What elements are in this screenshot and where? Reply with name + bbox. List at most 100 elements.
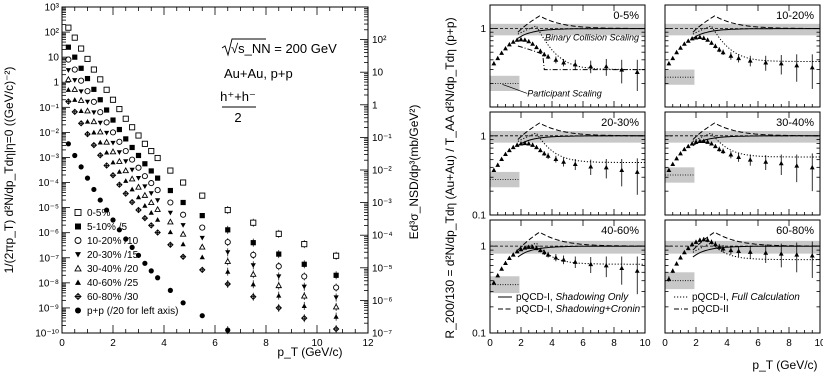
spectra-data-point xyxy=(71,66,78,73)
spectra-x-tick-label: 0 xyxy=(59,338,65,349)
ratio-data-point xyxy=(678,150,683,156)
spectra-data-point xyxy=(225,269,231,274)
participant-scaling-label: Participant Scaling xyxy=(527,88,602,98)
ratio-chart: 1 0-5% Binary Collision Scaling Participant… xyxy=(443,4,823,372)
ratio-x-tick-label: 2 xyxy=(518,338,524,349)
spectra-data-point xyxy=(129,156,136,163)
ratio-data-point xyxy=(561,159,567,164)
spectra-y-tick-label: 10⁻⁵ xyxy=(38,203,59,214)
spectra-data-point xyxy=(199,235,205,241)
ratio-data-point xyxy=(697,138,703,144)
spectra-data-point xyxy=(167,199,174,206)
ratio-data-point xyxy=(491,280,497,285)
energy-label: √s_NN = 200 GeV xyxy=(231,41,337,56)
spectra-data-point xyxy=(155,217,161,222)
spectra-data-point xyxy=(333,284,340,291)
ratio-data-point xyxy=(712,43,718,48)
spectra-y-axis-label-right: Ed³σ_NSD/dp³(mb/GeV²) xyxy=(407,105,421,240)
spectra-data-point xyxy=(128,198,136,206)
spectra-data-point xyxy=(72,78,78,83)
ratio-x-tick-label: 0 xyxy=(662,338,668,349)
spectra-chart: 0 2 4 6 8 10 12 10⁻¹⁰10⁻⁹10⁻⁸10⁻⁷10⁻⁶10⁻⁵10⁻⁴1… xyxy=(2,3,421,360)
spectra-x-tick-label: 2 xyxy=(110,338,116,349)
spectra-data-point xyxy=(65,87,71,92)
spectra-data-point xyxy=(224,280,231,288)
spectra-legend-label: 40-60% /25 xyxy=(87,278,139,289)
ratio-x-tick-label: 4 xyxy=(724,338,730,349)
spectra-data-point xyxy=(155,275,161,281)
spectra-x-tick-label: 12 xyxy=(362,338,374,349)
participant-scaling-band xyxy=(665,272,695,290)
spectra-data-point xyxy=(96,128,104,135)
model-full-calculation xyxy=(517,242,645,265)
spectra-data-point xyxy=(148,168,154,174)
model-shadowing-cronin xyxy=(692,122,820,140)
spectra-data-point xyxy=(116,138,123,145)
spectra-legend-marker xyxy=(75,307,81,314)
ratio-panel-label: 40-60% xyxy=(601,225,639,237)
participant-scaling-band xyxy=(490,75,520,91)
spectra-data-point xyxy=(135,152,142,159)
spectra-data-point xyxy=(333,314,339,319)
ratio-data-point xyxy=(619,265,625,271)
ratio-data-point xyxy=(530,142,536,147)
spectra-legend-label: 30-40% /20 xyxy=(87,264,139,275)
ratio-data-point xyxy=(763,60,769,65)
spectra-data-point xyxy=(84,55,91,62)
spectra-data-point xyxy=(167,287,173,293)
ratio-y-tick-label: 1 xyxy=(480,242,486,253)
spectra-data-point xyxy=(154,205,161,212)
spectra-data-point xyxy=(141,140,148,147)
spectra-data-point xyxy=(103,138,110,145)
spectra-data-point xyxy=(97,197,103,203)
spectra-data-point xyxy=(97,120,103,126)
ratio-y-tick-label: 0.1 xyxy=(472,329,486,340)
ratio-data-point xyxy=(541,150,547,156)
spectra-data-point xyxy=(122,190,129,197)
spectra-data-point xyxy=(104,107,110,113)
ratio-data-point xyxy=(701,138,707,144)
spectra-data-point xyxy=(199,313,205,319)
spectra-data-point xyxy=(275,263,282,270)
model-shadowing-cronin xyxy=(517,122,645,140)
hadron-numerator: h⁺+h⁻ xyxy=(220,89,256,104)
ratio-data-point xyxy=(681,146,687,152)
spectra-data-point xyxy=(116,169,122,174)
spectra-data-point xyxy=(116,181,123,188)
ratio-data-point xyxy=(619,67,625,72)
spectra-data-point xyxy=(78,89,84,95)
spectra-data-point xyxy=(129,244,135,250)
spectra-data-point xyxy=(180,199,186,206)
ratio-panel-0-5%: 1 0-5% Binary Collision Scaling Participant… xyxy=(480,4,646,108)
spectra-data-point xyxy=(225,327,231,333)
spectra-legend: 0-5% 5-10% /5 10-20% /10 20-30% /15 30-40% /… xyxy=(74,208,178,317)
ratio-data-point xyxy=(503,151,508,156)
spectra-x-tick-label: 6 xyxy=(212,338,218,349)
model-pqcd-ii xyxy=(517,45,645,71)
spectra-data-point xyxy=(225,250,231,255)
spectra-legend-label: 10-20% /10 xyxy=(87,236,139,247)
ratio-data-point xyxy=(674,261,680,266)
ratio-panel-label: 60-80% xyxy=(776,225,814,237)
model-shadowing-cronin xyxy=(692,15,820,33)
spectra-data-point xyxy=(91,110,97,116)
spectra-data-point xyxy=(77,120,85,127)
ratio-data-point xyxy=(545,153,551,158)
spectra-data-points xyxy=(65,24,340,335)
ratio-data-point xyxy=(553,156,559,161)
ratio-data-point xyxy=(712,241,718,247)
ratio-panel-label: 0-5% xyxy=(613,10,639,22)
ratio-data-point xyxy=(634,169,640,174)
spectra-series-5 xyxy=(65,87,339,321)
spectra-data-point xyxy=(142,203,148,208)
ratio-legend-label: pQCD-I, Shadowing Only xyxy=(516,292,629,303)
spectra-data-point xyxy=(78,164,84,170)
spectra-data-point xyxy=(155,198,161,203)
ratio-data-point xyxy=(541,51,547,57)
spectra-legend-marker xyxy=(75,252,81,258)
spectra-data-point xyxy=(116,150,122,155)
ratio-data-point xyxy=(603,63,609,69)
spectra-data-point xyxy=(135,132,142,139)
model-shadowing-cronin xyxy=(517,231,645,251)
